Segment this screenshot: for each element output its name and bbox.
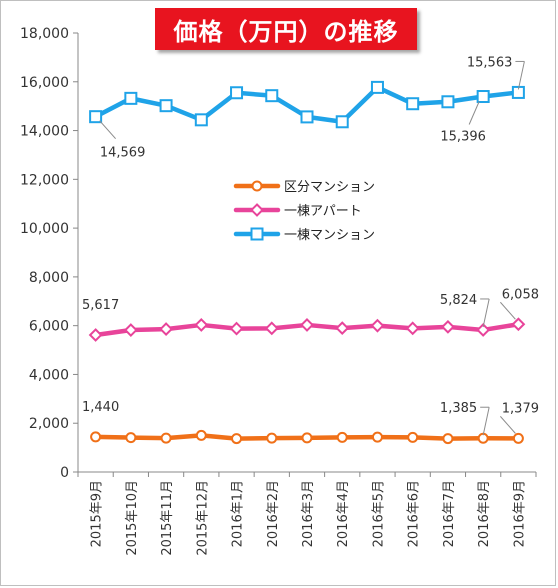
y-tick-label: 10,000 [20, 221, 69, 237]
legend-marker [251, 180, 263, 192]
data-point [300, 110, 314, 124]
x-tick-label: 2016年4月 [336, 480, 351, 547]
data-point [160, 432, 172, 444]
chart-title-box: 価格（万円）の推移 [155, 8, 417, 50]
x-tick-label: 2016年1月 [231, 480, 246, 547]
series-3 [89, 80, 525, 129]
legend-marker [250, 227, 264, 241]
data-label: 6,058 [502, 287, 539, 302]
x-tick-label: 2015年11月 [160, 480, 175, 556]
data-point [405, 321, 420, 336]
series-1 [90, 429, 524, 445]
data-label: 1,440 [82, 400, 119, 415]
data-label: 14,569 [100, 146, 146, 161]
data-point [159, 322, 173, 336]
leader-line [99, 120, 116, 140]
data-label: 15,563 [467, 55, 513, 70]
x-tick-label: 2015年10月 [125, 480, 140, 556]
data-point [88, 328, 103, 342]
data-point [335, 321, 350, 336]
x-tick-label: 2016年8月 [477, 480, 492, 547]
x-tick-label: 2016年6月 [407, 480, 422, 547]
data-point [124, 91, 138, 105]
leader-line [500, 301, 516, 320]
data-point [511, 317, 526, 332]
data-point [406, 97, 420, 111]
data-point [265, 89, 279, 103]
legend-item-2: 一棟アパート [233, 203, 362, 219]
series-layer [88, 80, 526, 445]
legend-item-1: 区分マンション [233, 180, 375, 195]
data-point [476, 90, 490, 104]
y-tick-label: 0 [60, 465, 69, 481]
x-tick-label: 2016年7月 [442, 480, 457, 547]
data-point [266, 432, 278, 444]
y-tick-label: 18,000 [20, 26, 69, 42]
leader-line [500, 416, 516, 434]
axes [77, 33, 536, 473]
x-tick-label: 2015年9月 [90, 480, 105, 547]
data-point [442, 433, 454, 445]
legend-item-3: 一棟マンション [233, 227, 375, 243]
x-tick-label: 2015年12月 [195, 480, 210, 556]
data-point [264, 321, 279, 336]
y-axis-ticks: 0 2,000 4,000 6,000 8,000 10,000 12,000 14,000 1… [20, 26, 78, 481]
legend-marker [250, 203, 264, 217]
legend-label: 区分マンション [284, 180, 375, 195]
data-point [159, 99, 173, 113]
leader-line [468, 101, 480, 125]
data-point [476, 323, 491, 337]
y-tick-label: 14,000 [20, 124, 69, 140]
x-tick-label: 2016年5月 [371, 480, 386, 547]
data-point [229, 321, 244, 336]
y-tick-label: 12,000 [20, 172, 69, 188]
data-point [407, 431, 419, 443]
data-point [301, 432, 313, 444]
data-point [511, 85, 525, 99]
data-point [125, 432, 137, 444]
data-point [194, 318, 209, 332]
data-point [90, 431, 102, 443]
data-point [300, 318, 314, 332]
series-2 [88, 317, 526, 342]
data-point [336, 431, 348, 443]
legend-label: 一棟マンション [284, 228, 375, 243]
data-point [441, 95, 455, 109]
y-tick-label: 4,000 [29, 367, 69, 383]
y-tick-label: 2,000 [29, 416, 69, 432]
data-point [335, 115, 349, 129]
data-label: 5,824 [440, 293, 477, 308]
x-tick-label: 2016年3月 [301, 480, 316, 547]
data-point [441, 319, 455, 334]
leader-line [482, 407, 490, 436]
leader-line [482, 298, 490, 328]
x-tick-label: 2016年2月 [266, 480, 281, 547]
data-point [512, 432, 524, 444]
data-point [231, 433, 243, 445]
legend-label: 一棟アパート [284, 204, 362, 219]
y-tick-label: 8,000 [29, 270, 69, 286]
x-axis-ticks: 2015年9月 2015年10月 2015年11月 2015年12月 2016年1月 20… [77, 472, 537, 556]
y-tick-label: 16,000 [20, 75, 69, 91]
x-tick-label: 2016年9月 [512, 480, 527, 547]
data-label: 5,617 [82, 298, 119, 313]
data-point [195, 429, 207, 441]
leader-line [517, 61, 525, 90]
data-label: 1,379 [502, 401, 539, 416]
data-point [370, 80, 384, 94]
data-point [89, 110, 103, 124]
data-label: 1,385 [440, 401, 477, 416]
annotation-layer: 14,569 15,396 15,563 5,617 5,824 6,058 1,440 1,… [82, 55, 539, 436]
data-point [230, 86, 244, 100]
y-tick-label: 6,000 [29, 319, 69, 335]
chart-title: 価格（万円）の推移 [173, 17, 399, 46]
data-point [371, 431, 383, 443]
data-point [194, 113, 208, 127]
data-point [370, 318, 385, 333]
data-point [123, 323, 138, 337]
data-label: 15,396 [440, 130, 486, 145]
